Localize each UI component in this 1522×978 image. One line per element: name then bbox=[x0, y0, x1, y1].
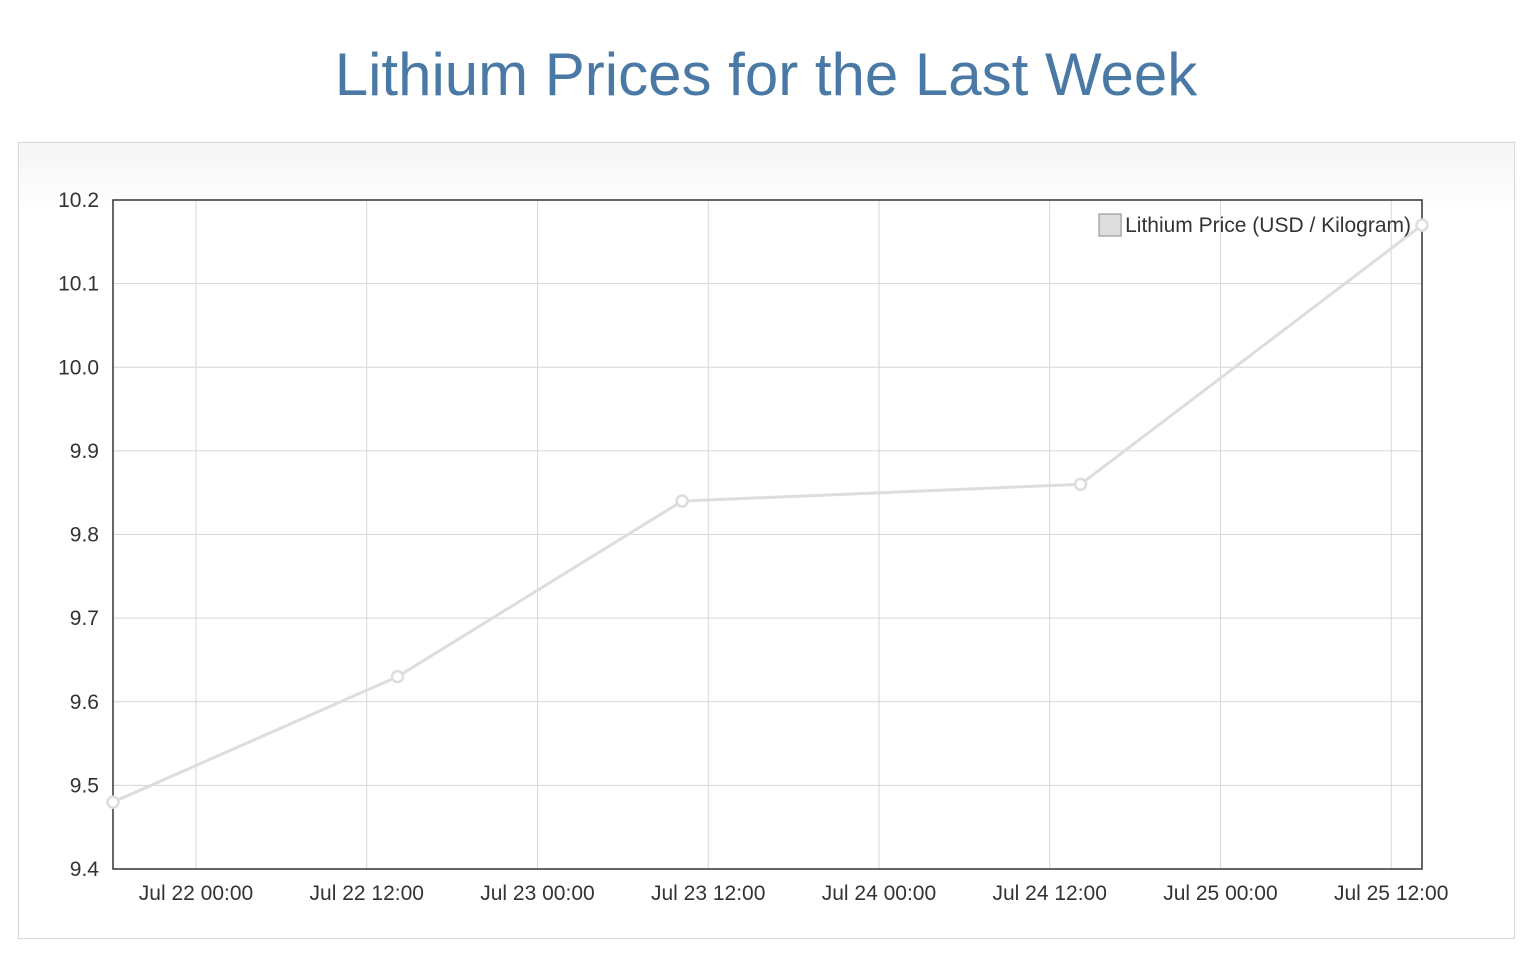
y-tick-label: 10.2 bbox=[58, 189, 99, 212]
data-point[interactable] bbox=[390, 669, 405, 684]
y-tick-label: 10.1 bbox=[58, 273, 99, 296]
x-tick-label: Jul 22 00:00 bbox=[139, 882, 253, 905]
x-tick-label: Jul 24 00:00 bbox=[822, 882, 936, 905]
line-chart: 9.4 9.5 9.6 9.7 9.8 9.9 10.0 10.1 10.2 Jul 22 00… bbox=[58, 189, 1449, 905]
y-tick-label: 9.9 bbox=[70, 440, 99, 463]
data-point[interactable] bbox=[1415, 218, 1429, 232]
page-title: Lithium Prices for the Last Week bbox=[334, 41, 1198, 108]
data-point[interactable] bbox=[1073, 477, 1088, 492]
data-point[interactable] bbox=[106, 795, 120, 809]
chart-grid bbox=[113, 199, 1422, 870]
legend[interactable]: Lithium Price (USD / Kilogram) bbox=[1098, 213, 1411, 237]
plot-area-border bbox=[112, 199, 1423, 870]
x-tick-label: Jul 23 00:00 bbox=[480, 882, 594, 905]
y-tick-label: 9.7 bbox=[70, 607, 99, 630]
series-layer bbox=[106, 218, 1429, 809]
data-point[interactable] bbox=[675, 494, 689, 508]
x-axis: Jul 22 00:00 Jul 22 12:00 Jul 23 00:00 Jul … bbox=[139, 882, 1449, 905]
series-line bbox=[112, 223, 1423, 804]
legend-label: Lithium Price (USD / Kilogram) bbox=[1125, 214, 1411, 237]
y-tick-label: 9.4 bbox=[70, 858, 100, 881]
y-tick-label: 9.6 bbox=[70, 691, 99, 714]
x-tick-label: Jul 24 12:00 bbox=[992, 882, 1106, 905]
chart-panel: 9.4 9.5 9.6 9.7 9.8 9.9 10.0 10.1 10.2 Jul 22 00… bbox=[18, 142, 1515, 939]
x-tick-label: Jul 22 12:00 bbox=[310, 882, 424, 905]
y-axis: 9.4 9.5 9.6 9.7 9.8 9.9 10.0 10.1 10.2 bbox=[58, 189, 99, 881]
x-tick-label: Jul 25 12:00 bbox=[1334, 882, 1448, 905]
y-tick-label: 10.0 bbox=[58, 356, 99, 379]
x-tick-label: Jul 25 00:00 bbox=[1163, 882, 1277, 905]
legend-swatch bbox=[1098, 213, 1122, 237]
x-tick-label: Jul 23 12:00 bbox=[651, 882, 765, 905]
y-tick-label: 9.5 bbox=[70, 774, 99, 797]
y-tick-label: 9.8 bbox=[70, 524, 99, 547]
